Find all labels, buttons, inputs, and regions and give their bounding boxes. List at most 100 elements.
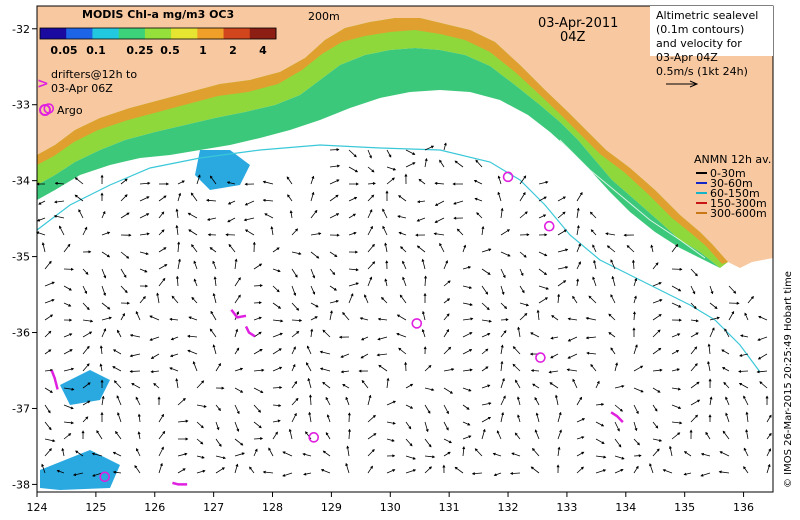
velocity-arrowhead-213 [213, 276, 217, 280]
velocity-arrowhead-263 [469, 303, 473, 306]
velocity-arrowhead-145 [228, 243, 232, 247]
velocity-arrowhead-511 [743, 395, 746, 399]
plot-frame [36, 5, 774, 493]
velocity-arrowhead-321 [103, 328, 107, 332]
velocity-arrowhead-565 [288, 428, 292, 432]
velocity-arrowhead-329 [258, 331, 262, 335]
velocity-arrowhead-649 [412, 469, 417, 472]
colorbar-tick-1: 0.1 [86, 44, 106, 57]
x-tick-label-5: 129 [321, 501, 342, 514]
velocity-arrowhead-310 [633, 311, 636, 315]
velocity-arrowhead-161 [544, 253, 548, 257]
velocity-arrowhead-130 [563, 229, 567, 233]
velocity-arrowhead-116 [295, 228, 299, 232]
velocity-arrowhead-84 [243, 218, 247, 222]
velocity-arrowhead-357 [48, 349, 52, 353]
velocity-arrowhead-332 [310, 328, 314, 332]
velocity-arrowhead-216 [276, 289, 280, 293]
velocity-arrowhead-146 [252, 241, 256, 245]
velocity-arrowhead-214 [238, 277, 241, 281]
velocity-arrowhead-19 [74, 177, 78, 181]
velocity-arrowhead-367 [236, 347, 240, 351]
velocity-arrowhead-229 [521, 290, 525, 294]
velocity-arrowhead-436 [71, 387, 75, 391]
velocity-arrowhead-362 [129, 354, 133, 358]
velocity-arrowhead-456 [449, 390, 453, 394]
velocity-arrowhead-487 [295, 397, 299, 401]
velocity-arrowhead-269 [572, 295, 575, 299]
velocity-arrowhead-383 [529, 352, 533, 356]
drifter-track-1 [244, 325, 256, 338]
velocity-arrowhead-365 [187, 349, 191, 353]
velocity-arrowhead-141 [163, 247, 167, 250]
velocity-arrowhead-121 [382, 225, 386, 229]
argo-legend-label: Argo [57, 104, 83, 117]
velocity-arrowhead-282 [108, 316, 112, 320]
colorbar-tick-0: 0.05 [50, 44, 77, 57]
velocity-arrowhead-541 [581, 418, 586, 421]
velocity-arrowhead-620 [603, 455, 607, 459]
velocity-arrowhead-90 [369, 209, 373, 213]
velocity-arrowhead-435 [49, 390, 53, 393]
velocity-arrowhead-372 [319, 350, 323, 354]
velocity-arrowhead-381 [500, 344, 504, 348]
velocity-arrowhead-168 [675, 243, 679, 248]
velocity-arrowhead-548 [708, 414, 712, 418]
velocity-arrowhead-41 [497, 175, 501, 179]
velocity-arrowhead-190 [445, 260, 448, 264]
velocity-arrowhead-328 [235, 328, 239, 332]
velocity-arrowhead-61 [371, 194, 375, 198]
velocity-arrowhead-665 [700, 473, 704, 477]
velocity-arrowhead-249 [191, 296, 195, 300]
velocity-arrowhead-108 [146, 232, 150, 236]
velocity-arrowhead-657 [556, 464, 560, 468]
velocity-arrowhead-156 [439, 242, 442, 246]
velocity-arrowhead-73 [37, 218, 41, 222]
velocity-arrowhead-479 [135, 396, 139, 400]
velocity-arrowhead-661 [635, 465, 639, 469]
velocity-arrowhead-8 [336, 164, 341, 168]
velocity-arrowhead-520 [185, 419, 189, 423]
velocity-arrowhead-407 [261, 368, 265, 372]
velocity-arrowhead-561 [218, 443, 222, 447]
argo-float-4 [535, 352, 546, 363]
velocity-arrowhead-618 [557, 446, 561, 450]
velocity-arrowhead-289 [236, 311, 239, 315]
velocity-arrowhead-426 [615, 362, 618, 366]
velocity-arrowhead-160 [523, 254, 527, 258]
velocity-arrowhead-181 [277, 269, 281, 273]
velocity-arrowhead-480 [157, 396, 161, 400]
velocity-arrowhead-438 [100, 379, 104, 383]
velocity-arrowhead-378 [448, 346, 452, 350]
velocity-arrowhead-554 [81, 430, 85, 434]
velocity-arrowhead-20 [100, 174, 104, 178]
velocity-arrowhead-258 [364, 294, 367, 298]
velocity-arrowhead-106 [107, 231, 111, 235]
map-time: 04Z [560, 30, 586, 45]
velocity-arrowhead-580 [581, 436, 585, 439]
velocity-arrowhead-38 [434, 181, 438, 185]
velocity-arrowhead-267 [544, 297, 549, 301]
velocity-arrowhead-110 [175, 224, 179, 228]
velocity-arrowhead-3 [369, 155, 372, 159]
velocity-arrowhead-265 [504, 306, 508, 309]
x-tick-label-6: 130 [380, 501, 401, 514]
velocity-arrowhead-478 [116, 395, 120, 399]
velocity-arrowhead-394 [739, 353, 743, 357]
velocity-arrowhead-386 [586, 351, 590, 355]
velocity-arrowhead-86 [289, 210, 293, 214]
velocity-arrowhead-87 [314, 209, 318, 213]
colorbar-tick-6: 4 [259, 44, 267, 57]
velocity-arrowhead-208 [124, 290, 128, 294]
velocity-arrowhead-183 [312, 275, 316, 279]
velocity-arrowhead-352 [695, 332, 699, 336]
velocity-arrowhead-253 [278, 306, 282, 309]
velocity-arrowhead-483 [218, 408, 221, 412]
velocity-arrowhead-431 [707, 360, 710, 365]
velocity-arrowhead-592 [61, 447, 65, 451]
velocity-arrowhead-193 [502, 275, 506, 279]
velocity-arrowhead-39 [452, 182, 456, 186]
velocity-arrowhead-640 [235, 463, 239, 467]
velocity-arrowhead-347 [585, 336, 589, 340]
velocity-arrowhead-535 [467, 422, 471, 426]
